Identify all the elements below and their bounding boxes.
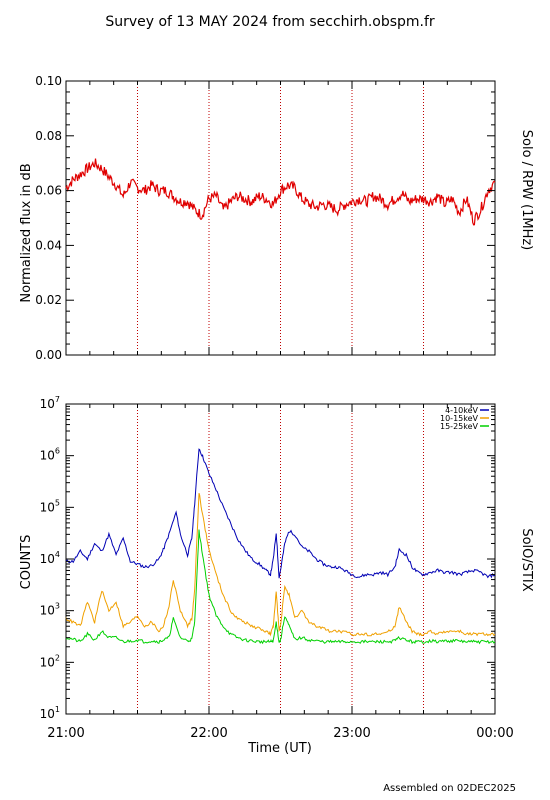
rpw-panel-frame (65, 80, 496, 356)
rpw-ytick-label-4: 0.08 (35, 129, 62, 143)
rpw-ytick-label-5: 0.10 (35, 74, 62, 88)
stix-series-10-15keV (65, 493, 496, 637)
rpw-right-label: Solo / RPW (1MHz) (519, 130, 534, 251)
x-axis-label: Time (UT) (247, 741, 312, 756)
stix-ytick-label-0: 101 (40, 705, 60, 721)
stix-y-axis-label: COUNTS (19, 535, 34, 590)
rpw-panel: 0.00 0.02 0.04 0.06 0.08 0.10 Normalized flux… (19, 74, 534, 362)
stix-panel-frame (65, 403, 496, 715)
assembled-footer: Assembled on 02DEC2025 (383, 783, 516, 794)
rpw-ytick-label-1: 0.02 (35, 293, 62, 307)
stix-series-15-25keV (65, 529, 496, 645)
stix-panel: 101 102 103 104 105 106 107 21:00 22:00 23:00 00:… (19, 395, 534, 756)
stix-xtick-label-2: 23:00 (333, 726, 370, 741)
rpw-ytick-label-0: 0.00 (35, 348, 62, 362)
stix-series-4-10keV (65, 448, 496, 579)
stix-ytick-label-1: 102 (40, 653, 60, 669)
stix-ytick-label-4: 105 (40, 498, 60, 514)
stix-ytick-label-5: 106 (40, 447, 60, 463)
stix-ytick-label-6: 107 (40, 395, 60, 411)
rpw-ytick-label-3: 0.06 (35, 184, 62, 198)
legend-label-4-10keV: 4-10keV (445, 406, 478, 415)
rpw-flux-line (65, 158, 496, 226)
page-title: Survey of 13 MAY 2024 from secchirh.obsp… (105, 14, 435, 30)
rpw-ytick-label-2: 0.04 (35, 238, 62, 252)
legend-label-10-15keV: 10-15keV (440, 414, 479, 423)
stix-xtick-label-1: 22:00 (190, 726, 227, 741)
stix-ytick-label-3: 104 (40, 550, 60, 566)
rpw-y-axis-label: Normalized flux in dB (19, 163, 34, 302)
stix-xtick-label-0: 21:00 (47, 726, 84, 741)
legend-label-15-25keV: 15-25keV (440, 422, 479, 431)
stix-right-label: SolO/STIX (519, 528, 534, 591)
stix-ytick-label-2: 103 (40, 602, 60, 618)
stix-xtick-label-3: 00:00 (476, 726, 513, 741)
